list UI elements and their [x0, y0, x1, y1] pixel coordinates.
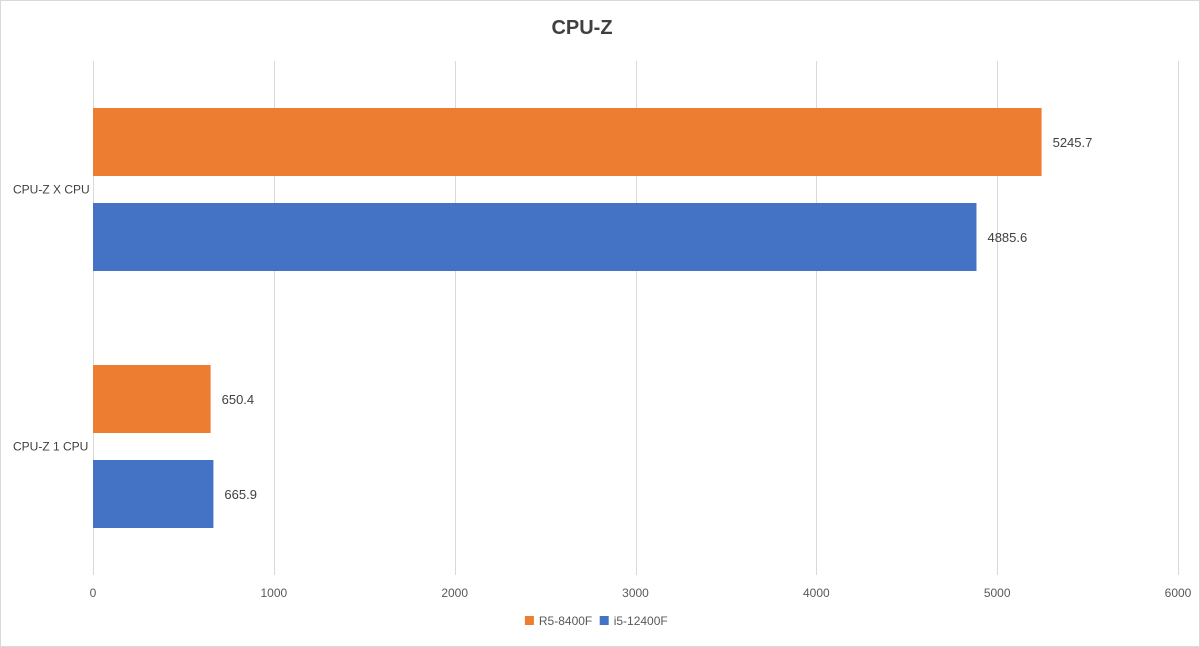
- legend-label: R5-8400F: [539, 614, 592, 628]
- legend: R5-8400F i5-12400F: [524, 614, 668, 628]
- category-label: CPU-Z X CPU: [13, 183, 90, 197]
- x-axis: 0 1000 2000 3000 4000 5000 6000: [90, 586, 1192, 600]
- y-axis: CPU-Z X CPU CPU-Z 1 CPU: [13, 183, 90, 454]
- data-label: 650.4: [222, 392, 255, 407]
- chart-title: CPU-Z: [551, 17, 612, 39]
- bar-r5-8400f: [93, 108, 1042, 176]
- x-tick-label: 1000: [260, 586, 287, 600]
- bar-r5-8400f: [93, 365, 211, 433]
- bar-i5-12400f: [93, 203, 977, 271]
- x-tick-label: 5000: [984, 586, 1011, 600]
- category-label: CPU-Z 1 CPU: [13, 440, 88, 454]
- x-tick-label: 3000: [622, 586, 649, 600]
- data-label: 4885.6: [987, 230, 1027, 245]
- data-labels: 5245.7 4885.6 650.4 665.9: [222, 135, 1093, 502]
- legend-swatch: [524, 616, 534, 625]
- x-tick-label: 6000: [1165, 586, 1192, 600]
- bars: [93, 108, 1042, 528]
- x-tick-label: 2000: [441, 586, 468, 600]
- x-tick-label: 4000: [803, 586, 830, 600]
- legend-swatch: [599, 616, 609, 625]
- legend-label: i5-12400F: [614, 614, 668, 628]
- data-label: 5245.7: [1053, 135, 1093, 150]
- data-label: 665.9: [224, 487, 257, 502]
- x-tick-label: 0: [90, 586, 97, 600]
- bar-i5-12400f: [93, 460, 214, 528]
